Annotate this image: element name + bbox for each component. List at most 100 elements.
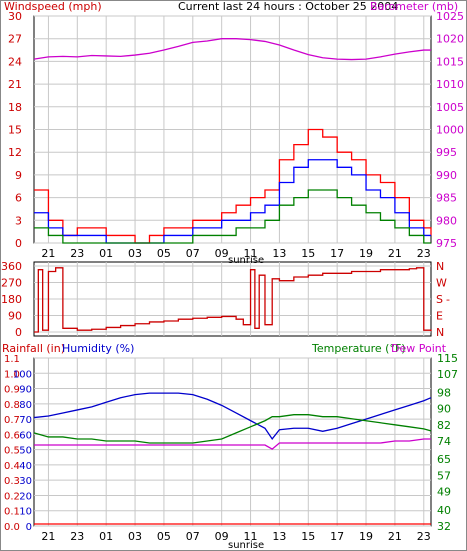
barometer-tick-label: 1020 [436,33,464,46]
rainfall-tick-label: 1.1 [4,354,20,365]
rainfall-tick-label: 0.2 [4,491,20,502]
windspeed-tick-label: 6 [15,192,22,205]
direction-tick-label: 90 [8,310,22,323]
windspeed-tick-label: 12 [8,146,22,159]
humidity-label: Humidity (%) [62,342,134,355]
chart-date-title: Current last 24 hours : October 25 2004 [178,0,398,13]
humidity-tick-label: 40 [19,461,32,472]
humidity-tick-label: 20 [19,491,32,502]
barometer-tick-label: 980 [436,214,457,227]
rainfall-tick-label: 0.0 [4,522,20,533]
series-line-green [33,414,432,444]
rainfall-tick-label: 0.7 [4,415,20,426]
direction-tick-label: 180 [1,293,22,306]
direction-tick-label: 270 [1,277,22,290]
x-tick-label: 05 [157,530,171,543]
direction-letter-dash: - [446,293,450,306]
x-tick-label: 09 [215,530,229,543]
direction-letter: N [436,326,444,339]
x-tick-label: 13 [272,247,286,260]
x-tick-label: 01 [99,530,113,543]
series-line-magenta [34,438,431,450]
rainfall-tick-label: 0.8 [4,400,20,411]
series-line-blue [34,159,431,244]
rainfall-tick-label: 0.5 [4,446,20,457]
barometer-tick-label: 1015 [436,55,464,68]
windspeed-tick-label: 18 [8,101,22,114]
temperature-tick-label: 107 [437,368,458,381]
direction-letter: E [436,310,443,323]
series-line-magenta [33,38,431,61]
windspeed-label: Windspeed (mph) [4,0,102,13]
rainfall-tick-label: 0.9 [4,385,20,396]
humidity-tick-label: 50 [19,446,32,457]
barometer-tick-label: 1025 [436,10,464,23]
x-tick-label: 15 [301,247,315,260]
windspeed-tick-label: 0 [15,237,22,250]
barometer-tick-label: 975 [436,237,457,250]
humidity-tick-label: 70 [19,415,32,426]
temperature-tick-label: 32 [437,520,451,533]
x-tick-label: 21 [388,247,402,260]
humidity-tick-label: 80 [19,400,32,411]
direction-letter: S [436,293,443,306]
windspeed-tick-label: 3 [15,214,22,227]
x-tick-label: 01 [99,247,113,260]
windspeed-tick-label: 27 [8,33,22,46]
x-tick-label: 23 [417,530,431,543]
x-tick-label: 23 [70,530,84,543]
humidity-tick-label: 90 [19,385,32,396]
x-tick-label: 11 [244,530,258,543]
x-tick-label: 03 [128,247,142,260]
direction-tick-label: 0 [15,326,22,339]
humidity-tick-label: 100 [13,369,32,380]
x-tick-label: 03 [128,530,142,543]
x-tick-label: 23 [70,247,84,260]
temperature-tick-label: 82 [437,419,451,432]
temperature-tick-label: 74 [437,435,451,448]
humidity-tick-label: 30 [19,476,32,487]
x-tick-label: 09 [215,247,229,260]
x-tick-label: 07 [186,247,200,260]
barometer-tick-label: 995 [436,146,457,159]
temperature-tick-label: 90 [437,403,451,416]
temperature-tick-label: 49 [437,486,451,499]
x-tick-label: 15 [301,530,315,543]
humidity-tick-label: 60 [19,430,32,441]
rainfall-tick-label: 1.0 [4,369,20,380]
windspeed-tick-label: 15 [8,124,22,137]
direction-line [34,267,432,333]
rainfall-tick-label: 0.4 [4,461,20,472]
x-tick-label: 07 [186,530,200,543]
x-tick-label: 21 [41,247,55,260]
sunrise-label-top: sunrise [228,255,264,266]
barometer-label: Barometer (mb) [370,0,458,13]
dewpoint-label: Dew Point [391,342,447,355]
x-tick-label: 17 [330,530,344,543]
sunrise-label-bottom: sunrise [228,540,264,551]
windspeed-tick-label: 24 [8,55,22,68]
temperature-tick-label: 115 [437,352,458,365]
direction-tick-label: 360 [1,260,22,273]
humidity-tick-label: 0 [26,522,32,533]
humidity-temperature-panel: Rainfall (in) Humidity (%) Temperature (… [2,342,458,551]
x-tick-label: 05 [157,247,171,260]
direction-letter: N [436,260,444,273]
series-line-red [34,128,432,244]
barometer-tick-label: 990 [436,169,457,182]
x-tick-label: 19 [359,247,373,260]
x-tick-label: 19 [359,530,373,543]
windspeed-tick-label: 21 [8,78,22,91]
temperature-tick-label: 65 [437,453,451,466]
temperature-tick-label: 40 [437,504,451,517]
windspeed-tick-label: 30 [8,10,22,23]
x-tick-label: 11 [244,247,258,260]
rainfall-tick-label: 0.1 [4,507,20,518]
rainfall-tick-label: 0.6 [4,430,20,441]
rainfall-tick-label: 0.3 [4,476,20,487]
temperature-tick-label: 57 [437,469,451,482]
direction-letter: W [436,277,447,290]
